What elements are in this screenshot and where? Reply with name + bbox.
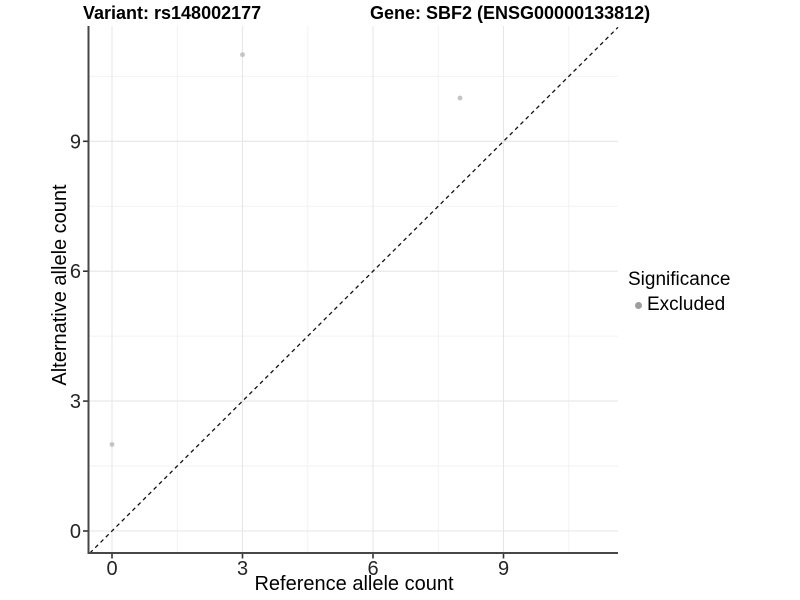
x-tick-label: 3 (237, 558, 248, 580)
plot-title-gene: Gene: SBF2 (ENSG00000133812) (370, 3, 651, 23)
y-axis-title: Alternative allele count (49, 184, 71, 386)
excluded-point-icon (635, 301, 642, 309)
data-point (240, 52, 245, 58)
y-tick-label: 6 (70, 261, 81, 283)
x-tick-label: 6 (367, 558, 378, 580)
plot-title-variant: Variant: rs148002177 (83, 3, 262, 23)
y-tick-label: 9 (70, 131, 81, 153)
x-tick-label: 0 (106, 558, 117, 580)
legend: Significance Excluded (628, 269, 730, 317)
legend-item-label: Excluded (647, 293, 726, 315)
legend-item-excluded: Excluded (628, 294, 730, 317)
data-point (457, 95, 463, 101)
legend-title: Significance (628, 269, 731, 290)
y-tick-label: 3 (70, 391, 81, 413)
y-tick-label: 0 (70, 521, 81, 543)
identity-dashed-line (89, 26, 619, 554)
data-point (109, 442, 115, 447)
x-tick-label: 9 (498, 558, 509, 580)
x-axis-title: Reference allele count (254, 573, 454, 595)
